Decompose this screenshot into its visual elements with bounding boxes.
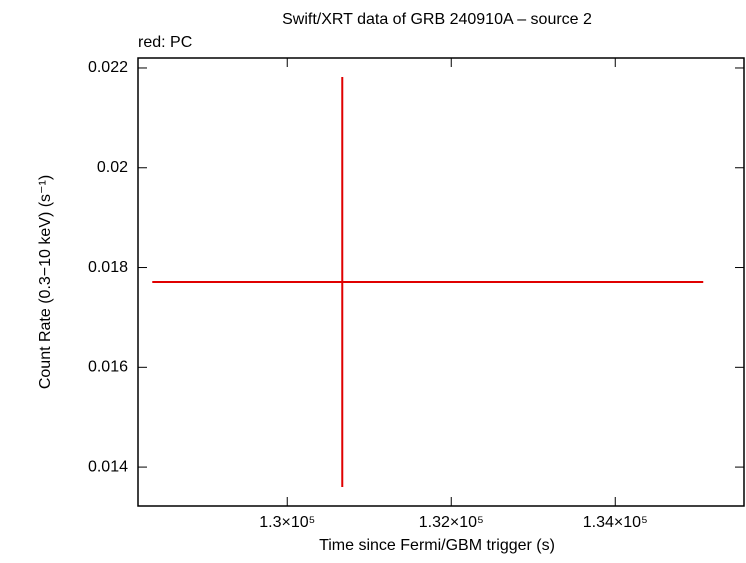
y-tick-label: 0.02 [97, 159, 128, 176]
plot-frame [137, 57, 745, 507]
x-tick-label: 1.3×10⁵ [259, 514, 315, 531]
x-tick-label: 1.32×10⁵ [419, 514, 484, 531]
y-tick-label: 0.014 [88, 458, 128, 475]
subtitle: red: PC [138, 34, 192, 51]
chart-title: Swift/XRT data of GRB 240910A – source 2 [282, 11, 592, 28]
y-tick-label: 0.018 [88, 259, 128, 276]
x-tick-label: 1.34×10⁵ [583, 514, 648, 531]
y-tick-label: 0.016 [88, 359, 128, 376]
y-tick-label: 0.022 [88, 59, 128, 76]
x-axis-label: Time since Fermi/GBM trigger (s) [319, 537, 555, 554]
y-axis-label: Count Rate (0.3−10 keV) (s⁻¹) [37, 175, 54, 389]
